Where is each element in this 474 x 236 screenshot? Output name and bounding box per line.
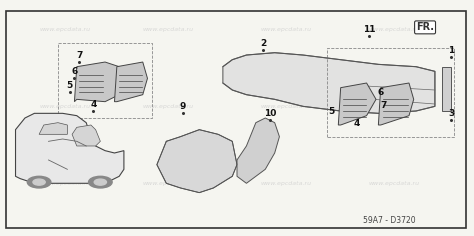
Text: 5: 5 bbox=[66, 81, 73, 90]
Text: 6: 6 bbox=[378, 88, 384, 97]
Text: www.epcdata.ru: www.epcdata.ru bbox=[39, 181, 90, 186]
Text: FR.: FR. bbox=[416, 22, 434, 32]
Text: www.epcdata.ru: www.epcdata.ru bbox=[143, 181, 194, 186]
Circle shape bbox=[27, 176, 51, 188]
Text: 10: 10 bbox=[264, 109, 276, 118]
Text: www.epcdata.ru: www.epcdata.ru bbox=[369, 181, 420, 186]
Text: 5: 5 bbox=[328, 106, 334, 115]
Polygon shape bbox=[338, 83, 376, 125]
Text: 59A7 - D3720: 59A7 - D3720 bbox=[364, 216, 416, 225]
Polygon shape bbox=[16, 113, 124, 183]
Text: 7: 7 bbox=[76, 51, 82, 59]
Polygon shape bbox=[157, 130, 237, 193]
Text: 9: 9 bbox=[180, 102, 186, 111]
Text: www.epcdata.ru: www.epcdata.ru bbox=[369, 104, 420, 109]
Text: www.epcdata.ru: www.epcdata.ru bbox=[39, 104, 90, 109]
Text: www.epcdata.ru: www.epcdata.ru bbox=[143, 104, 194, 109]
Text: www.epcdata.ru: www.epcdata.ru bbox=[369, 27, 420, 32]
Circle shape bbox=[89, 176, 112, 188]
Polygon shape bbox=[74, 62, 128, 102]
Text: www.epcdata.ru: www.epcdata.ru bbox=[261, 104, 312, 109]
Circle shape bbox=[33, 179, 45, 185]
Text: www.epcdata.ru: www.epcdata.ru bbox=[261, 181, 312, 186]
Polygon shape bbox=[237, 118, 279, 183]
Text: 3: 3 bbox=[448, 109, 455, 118]
Text: 6: 6 bbox=[71, 67, 78, 76]
Text: 11: 11 bbox=[363, 25, 375, 34]
Polygon shape bbox=[378, 83, 414, 125]
Text: 7: 7 bbox=[380, 101, 386, 110]
Text: 2: 2 bbox=[260, 39, 266, 48]
Polygon shape bbox=[115, 62, 147, 102]
Text: www.epcdata.ru: www.epcdata.ru bbox=[143, 27, 194, 32]
Text: 4: 4 bbox=[90, 100, 97, 109]
Polygon shape bbox=[223, 53, 435, 113]
Text: www.epcdata.ru: www.epcdata.ru bbox=[261, 27, 312, 32]
Polygon shape bbox=[72, 125, 100, 146]
Polygon shape bbox=[442, 67, 451, 111]
Polygon shape bbox=[39, 123, 67, 134]
Text: 4: 4 bbox=[354, 119, 360, 128]
Text: www.epcdata.ru: www.epcdata.ru bbox=[39, 27, 90, 32]
Circle shape bbox=[94, 179, 107, 185]
Text: 1: 1 bbox=[448, 46, 455, 55]
